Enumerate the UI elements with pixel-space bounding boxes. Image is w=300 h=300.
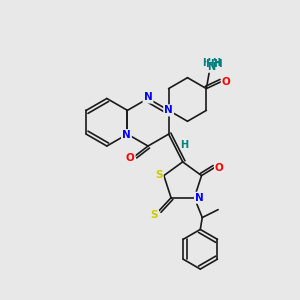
Text: H: H <box>212 58 220 68</box>
Text: H: H <box>206 59 215 69</box>
Text: N: N <box>207 62 215 72</box>
Text: N: N <box>195 193 204 203</box>
Text: O: O <box>126 153 135 163</box>
Text: N: N <box>164 105 173 116</box>
Text: S: S <box>151 210 158 220</box>
Text: N: N <box>122 130 131 140</box>
Text: O: O <box>215 163 224 173</box>
Text: H: H <box>214 59 223 69</box>
Text: S: S <box>155 169 163 180</box>
Text: H: H <box>202 58 210 68</box>
Text: N: N <box>144 92 152 103</box>
Text: O: O <box>222 76 231 87</box>
Text: H: H <box>181 140 189 150</box>
